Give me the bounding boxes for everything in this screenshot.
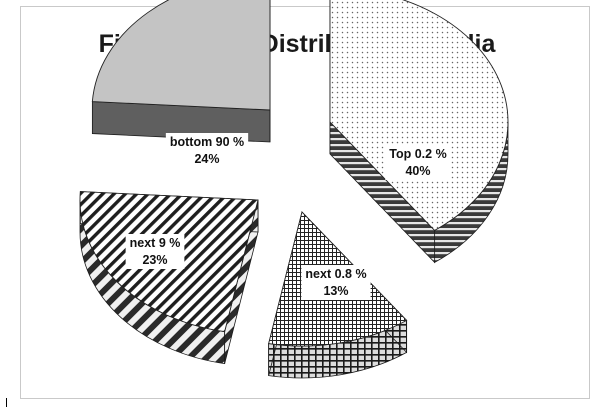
slice-top bbox=[91, 0, 271, 111]
label-next-0-8: next 0.8 % 13% bbox=[301, 265, 371, 300]
label-top-0-2: Top 0.2 % 40% bbox=[385, 145, 451, 180]
label-background bbox=[165, 133, 249, 168]
slice-label: bottom 90 % bbox=[170, 135, 244, 149]
label-background bbox=[125, 234, 185, 269]
label-background bbox=[301, 265, 371, 300]
label-next-9: next 9 % 23% bbox=[125, 234, 185, 269]
slice-percent: 40% bbox=[405, 164, 430, 178]
left-edge-mark bbox=[6, 398, 7, 407]
slice-percent: 23% bbox=[142, 253, 167, 267]
slice-label: Top 0.2 % bbox=[389, 147, 446, 161]
slice-percent: 24% bbox=[194, 152, 219, 166]
slice-top-0-2 bbox=[329, 0, 509, 264]
slice-bottom-90 bbox=[91, 0, 271, 143]
slice-percent: 13% bbox=[323, 284, 348, 298]
label-background bbox=[385, 145, 451, 180]
label-bottom-90: bottom 90 % 24% bbox=[165, 133, 249, 168]
slice-label: next 0.8 % bbox=[305, 267, 366, 281]
slice-top bbox=[329, 0, 509, 231]
slice-next-9 bbox=[79, 191, 259, 365]
slice-label: next 9 % bbox=[130, 236, 181, 250]
